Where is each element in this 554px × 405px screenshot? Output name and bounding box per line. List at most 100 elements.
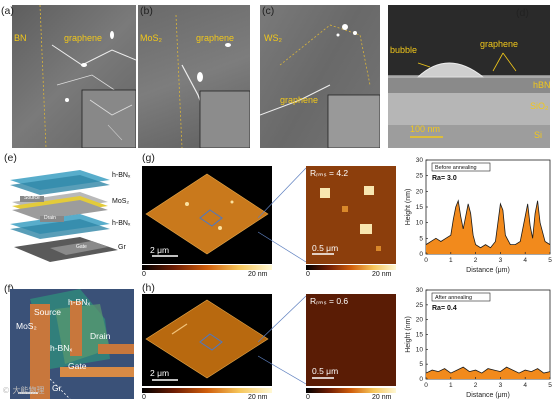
label-graphene-a: graphene bbox=[64, 33, 103, 43]
colorbar-max-g2: 20 nm bbox=[372, 271, 392, 278]
tem-features-c bbox=[260, 24, 380, 148]
y-tick-label: 10 bbox=[416, 346, 424, 353]
tem-image-a: BN graphene bbox=[12, 5, 136, 148]
profile-line bbox=[425, 366, 551, 374]
x-tick-label: 5 bbox=[548, 382, 552, 389]
label-e-gate: Gate bbox=[76, 244, 87, 250]
profile-line bbox=[425, 199, 551, 249]
panel-label-a: (a) bbox=[1, 5, 14, 17]
x-tick-label: 1 bbox=[449, 382, 453, 389]
label-graphene-d: graphene bbox=[480, 39, 519, 49]
colorbar-g-small bbox=[306, 265, 396, 270]
afm-zoom-features-h bbox=[306, 294, 396, 386]
drain-electrode bbox=[40, 216, 64, 222]
label-e-gr: Gr bbox=[118, 244, 126, 251]
label-mos2: MoS₂ bbox=[140, 33, 162, 43]
panel-g: (g) 2 μm Rᵣₘₛ = 4.2 0.5 μm 0 20 bbox=[140, 152, 400, 280]
tem-features-a bbox=[39, 5, 136, 148]
y-axis-label: Height (nm) bbox=[405, 316, 412, 353]
layer-gr bbox=[14, 237, 118, 262]
label-f-source: Source bbox=[34, 307, 61, 317]
colorbar-max-g: 20 nm bbox=[248, 271, 268, 278]
tem-features-b bbox=[175, 14, 250, 148]
scale-bar-d: 100 nm bbox=[410, 124, 441, 134]
plot-frame bbox=[425, 289, 551, 380]
y-tick-label: 25 bbox=[416, 173, 424, 180]
colorbar-min-h: 0 bbox=[142, 394, 146, 401]
label-ws2: WS₂ bbox=[264, 33, 282, 43]
rrms-h: Rᵣₘₛ = 0.6 bbox=[310, 296, 349, 306]
colorbar-min-h2: 0 bbox=[306, 394, 310, 401]
label-bn: BN bbox=[14, 33, 27, 43]
label-graphene-b: graphene bbox=[196, 33, 235, 43]
x-tick-label: 5 bbox=[548, 257, 552, 264]
scale-small-h: 0.5 μm bbox=[312, 366, 339, 376]
label-hbn-d: hBN bbox=[533, 80, 550, 90]
profile-chart-after: 0 1 2 3 4 5 0 5 10 15 20 25 30 After annealing Ra= 0.4… bbox=[405, 287, 552, 399]
panel-d: bubble graphene hBN SiO₂ Si 100 nm (d) bbox=[380, 0, 554, 150]
label-sio2: SiO₂ bbox=[530, 101, 549, 111]
y-tick-label: 30 bbox=[416, 287, 424, 294]
optical-features bbox=[18, 289, 134, 399]
y-axis-label: Height (nm) bbox=[405, 189, 412, 226]
y-tick-label: 15 bbox=[416, 204, 424, 211]
y-tick-label: 25 bbox=[416, 302, 424, 309]
label-e-hbn-top: h-BNₓ bbox=[112, 172, 131, 179]
source-electrode bbox=[20, 196, 44, 202]
y-tick-label: 30 bbox=[416, 157, 424, 164]
panel-e: (e) h-BNₓ MoS₂ h-BNₓ Gr Source Drain Gat… bbox=[0, 152, 138, 282]
x-tick-label: 0 bbox=[424, 257, 428, 264]
colorbar-max-h: 20 nm bbox=[248, 394, 268, 401]
x-tick-label: 0 bbox=[424, 382, 428, 389]
afm-zoom-g: Rᵣₘₛ = 4.2 0.5 μm bbox=[306, 166, 396, 264]
x-tick-label: 2 bbox=[474, 382, 478, 389]
afm-zoom-h: Rᵣₘₛ = 0.6 0.5 μm bbox=[306, 294, 396, 386]
colorbar-h-large bbox=[142, 388, 272, 393]
layer-top-dark bbox=[388, 5, 550, 75]
afm-zoom-features-g bbox=[306, 166, 396, 264]
y-tick-label: 20 bbox=[416, 317, 424, 324]
colorbar-h-small bbox=[306, 388, 396, 393]
y-tick-label: 15 bbox=[416, 332, 424, 339]
panel-f: (f) Source h-BNₓ MoS₂ Drain h-BNₓ Gate G… bbox=[0, 283, 138, 405]
tem-cross-section: bubble graphene hBN SiO₂ Si 100 nm bbox=[388, 5, 550, 148]
legend-box bbox=[431, 292, 491, 302]
scale-small-g: 0.5 μm bbox=[312, 243, 339, 253]
y-tick-label: 20 bbox=[416, 188, 424, 195]
x-tick-label: 2 bbox=[474, 257, 478, 264]
y-tick-label: 0 bbox=[419, 376, 423, 383]
colorbar-g-large bbox=[142, 265, 272, 270]
colorbar-min-g: 0 bbox=[142, 271, 146, 278]
panel-b: MoS₂ graphene (b) bbox=[128, 0, 252, 150]
profile-chart-before: 0 1 2 3 4 5 0 5 10 15 20 25 30 Before annealing Ra= 3.… bbox=[405, 157, 552, 274]
colorbar-min-g2: 0 bbox=[306, 271, 310, 278]
afm-3d-plane-g bbox=[145, 173, 269, 257]
y-tick-label: 10 bbox=[416, 220, 424, 227]
panel-h: (h) 2 μm Rᵣₘₛ = 0.6 0.5 μm 0 20 nm 0 20 … bbox=[140, 282, 400, 405]
scale-large-h: 2 μm bbox=[150, 368, 170, 378]
zoom-lines-h bbox=[258, 295, 307, 385]
legend-box bbox=[431, 162, 491, 172]
label-f-gr: Gr bbox=[52, 383, 62, 393]
optical-image: Source h-BNₓ MoS₂ Drain h-BNₓ Gate Gr bbox=[10, 289, 134, 399]
label-e-mos2: MoS₂ bbox=[112, 198, 130, 205]
afm-3d-g: 2 μm bbox=[142, 166, 272, 264]
x-axis-label: Distance (μm) bbox=[466, 392, 510, 399]
legend-label: Before annealing bbox=[435, 165, 477, 171]
panel-label-f: (f) bbox=[4, 283, 14, 295]
scale-large-g: 2 μm bbox=[150, 245, 170, 255]
label-f-drain: Drain bbox=[90, 331, 111, 341]
afm-3d-plane-h bbox=[145, 299, 269, 381]
annotation-ra: Ra= 0.4 bbox=[432, 305, 457, 312]
panel-c: WS₂ graphene (c) bbox=[250, 0, 382, 150]
y-tick-label: 5 bbox=[419, 361, 423, 368]
annotation-ra: Ra= 3.0 bbox=[432, 175, 457, 182]
device-schematic bbox=[10, 170, 118, 262]
zoom-lines-g bbox=[258, 167, 307, 263]
afm-3d-h: 2 μm bbox=[142, 294, 272, 386]
label-e-source: Source bbox=[24, 195, 40, 201]
panel-label-c: (c) bbox=[262, 5, 275, 17]
watermark: © 大能物理 bbox=[2, 386, 45, 395]
layer-si bbox=[388, 125, 550, 148]
layer-hbn-bottom bbox=[10, 214, 110, 239]
